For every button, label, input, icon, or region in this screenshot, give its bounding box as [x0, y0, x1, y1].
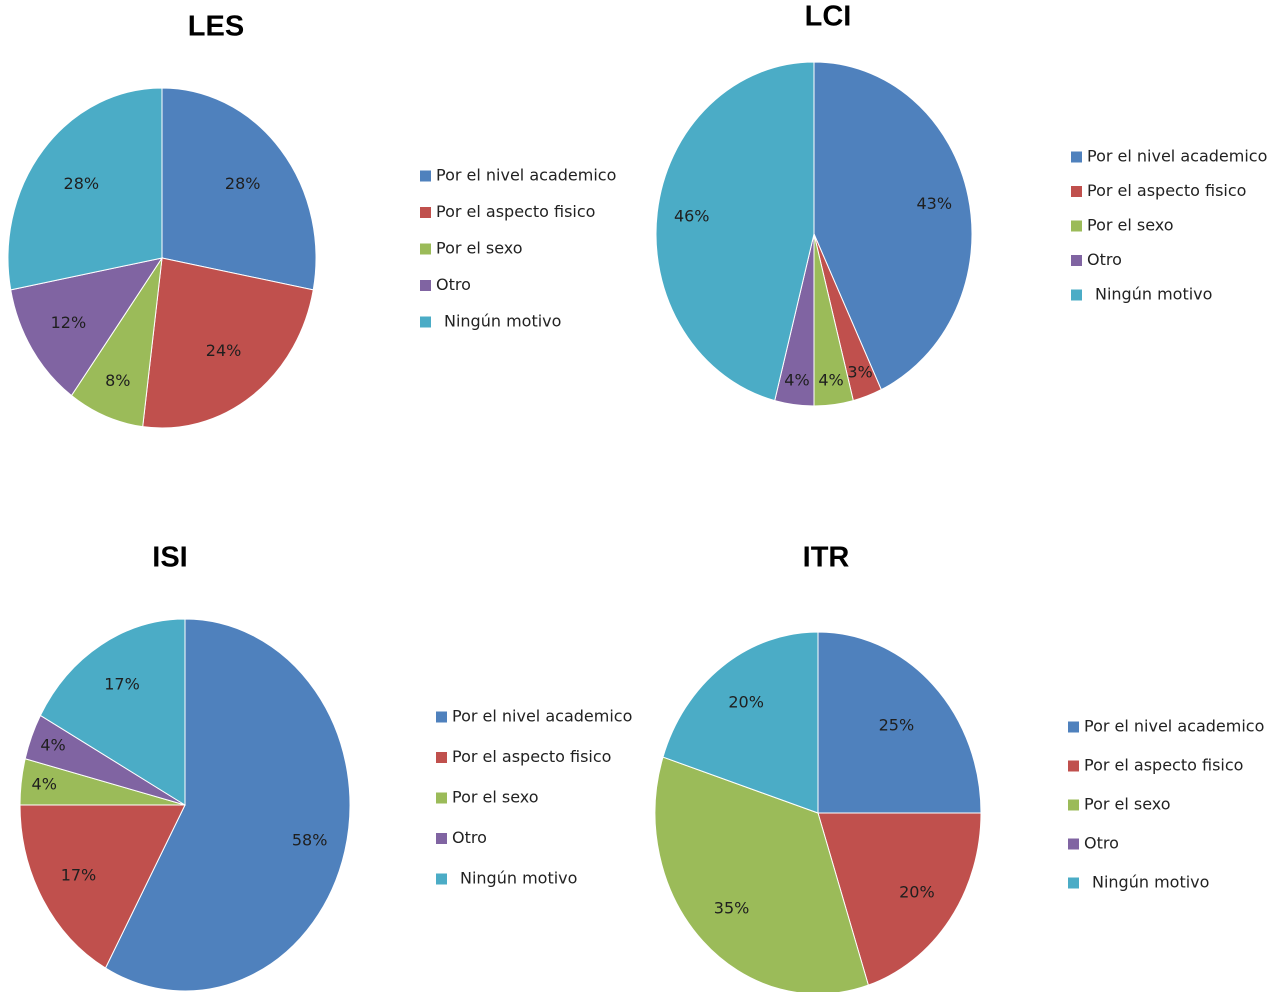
legend-label-ningun-motivo: Ningún motivo: [460, 869, 577, 888]
data-label: 46%: [674, 207, 710, 226]
legend-swatch-por-el-sexo: [1071, 220, 1082, 232]
pie-slice-ningun-motivo: [39, 618, 186, 806]
legend-swatch-otro: [436, 833, 447, 844]
legend-label-por-el-aspecto-fisico: Por el aspecto fisico: [436, 202, 595, 221]
legend-swatch-por-el-nivel-academico: [1071, 151, 1082, 163]
pie-slice-por-el-nivel-academico: [104, 618, 351, 992]
legend: Por el nivel academico Por el aspecto fis…: [1068, 717, 1264, 892]
data-label: 28%: [64, 174, 100, 193]
data-label: 12%: [51, 313, 87, 332]
legend-swatch-por-el-aspecto-fisico: [1071, 186, 1082, 197]
legend-swatch-por-el-aspecto-fisico: [436, 752, 447, 763]
pie-slice-por-el-nivel-academico: [161, 87, 317, 291]
data-label: 43%: [916, 194, 952, 213]
data-label: 4%: [818, 370, 843, 389]
data-label: 17%: [104, 674, 140, 693]
legend-swatch-por-el-aspecto-fisico: [420, 207, 431, 218]
legend: Por el nivel academico Por el aspecto fis…: [420, 166, 616, 331]
data-label: 58%: [292, 831, 328, 850]
pie-slice-por-el-aspecto-fisico: [817, 812, 982, 986]
chart-title: ITR: [803, 542, 850, 574]
chart-title: LES: [188, 11, 244, 43]
pie-slice-ningun-motivo: [7, 87, 163, 291]
legend-swatch-por-el-sexo: [436, 792, 447, 804]
data-label: 4%: [40, 736, 65, 755]
legend-swatch-ningun-motivo: [420, 316, 431, 328]
legend-swatch-ningun-motivo: [436, 873, 447, 885]
legend-swatch-ningun-motivo: [1071, 289, 1082, 301]
pie-slice-ningun-motivo: [662, 631, 819, 814]
legend-label-por-el-aspecto-fisico: Por el aspecto fisico: [1084, 756, 1243, 775]
legend: Por el nivel academico Por el aspecto fis…: [1071, 147, 1267, 304]
data-label: 25%: [879, 715, 915, 734]
legend-swatch-ningun-motivo: [1068, 877, 1079, 889]
legend-swatch-por-el-nivel-academico: [436, 711, 447, 723]
data-label: 8%: [105, 371, 130, 390]
legend-label-por-el-sexo: Por el sexo: [452, 788, 539, 807]
pie-slice-por-el-nivel-academico: [813, 61, 973, 391]
legend-swatch-otro: [420, 280, 431, 291]
legend: Por el nivel academico Por el aspecto fis…: [436, 707, 632, 888]
legend-label-otro: Otro: [452, 828, 487, 847]
legend-swatch-por-el-nivel-academico: [420, 170, 431, 182]
legend-label-ningun-motivo: Ningún motivo: [1095, 285, 1212, 304]
legend-label-por-el-nivel-academico: Por el nivel academico: [1084, 717, 1264, 736]
legend-label-ningun-motivo: Ningún motivo: [1092, 873, 1209, 892]
legend-label-ningun-motivo: Ningún motivo: [444, 312, 561, 331]
legend-label-por-el-aspecto-fisico: Por el aspecto fisico: [1087, 181, 1246, 200]
legend-swatch-por-el-nivel-academico: [1068, 721, 1079, 733]
chart-title: ISI: [152, 542, 187, 574]
data-label: 35%: [714, 898, 750, 917]
pie-slice-otro: [10, 257, 164, 397]
legend-label-por-el-nivel-academico: Por el nivel academico: [1087, 147, 1267, 166]
legend-label-por-el-sexo: Por el sexo: [436, 239, 523, 258]
legend-label-otro: Otro: [436, 275, 471, 294]
pie-slice-por-el-aspecto-fisico: [142, 257, 314, 429]
legend-label-por-el-sexo: Por el sexo: [1087, 216, 1174, 235]
pie-slice-por-el-sexo: [654, 756, 869, 992]
data-label: 4%: [784, 370, 809, 389]
pie-slice-ningun-motivo: [655, 61, 815, 402]
data-label: 3%: [847, 363, 872, 382]
legend-label-por-el-sexo: Por el sexo: [1084, 795, 1171, 814]
data-label: 24%: [206, 341, 242, 360]
pie-slice-por-el-nivel-academico: [817, 631, 982, 814]
legend-label-otro: Otro: [1084, 834, 1119, 853]
legend-label-por-el-nivel-academico: Por el nivel academico: [436, 166, 616, 185]
legend-swatch-por-el-sexo: [1068, 799, 1079, 811]
legend-swatch-por-el-sexo: [420, 243, 431, 255]
pie-slice-por-el-aspecto-fisico: [19, 804, 186, 969]
legend-swatch-por-el-aspecto-fisico: [1068, 760, 1079, 772]
chart-title: LCI: [805, 1, 852, 33]
legend-label-por-el-nivel-academico: Por el nivel academico: [452, 707, 632, 726]
data-label: 4%: [32, 774, 57, 793]
legend-label-por-el-aspecto-fisico: Por el aspecto fisico: [452, 747, 611, 766]
data-label: 20%: [899, 882, 935, 901]
data-label: 17%: [61, 866, 97, 885]
data-label: 28%: [225, 174, 261, 193]
legend-swatch-otro: [1071, 255, 1082, 266]
legend-label-otro: Otro: [1087, 250, 1122, 269]
legend-swatch-otro: [1068, 838, 1079, 850]
data-label: 20%: [728, 693, 764, 712]
